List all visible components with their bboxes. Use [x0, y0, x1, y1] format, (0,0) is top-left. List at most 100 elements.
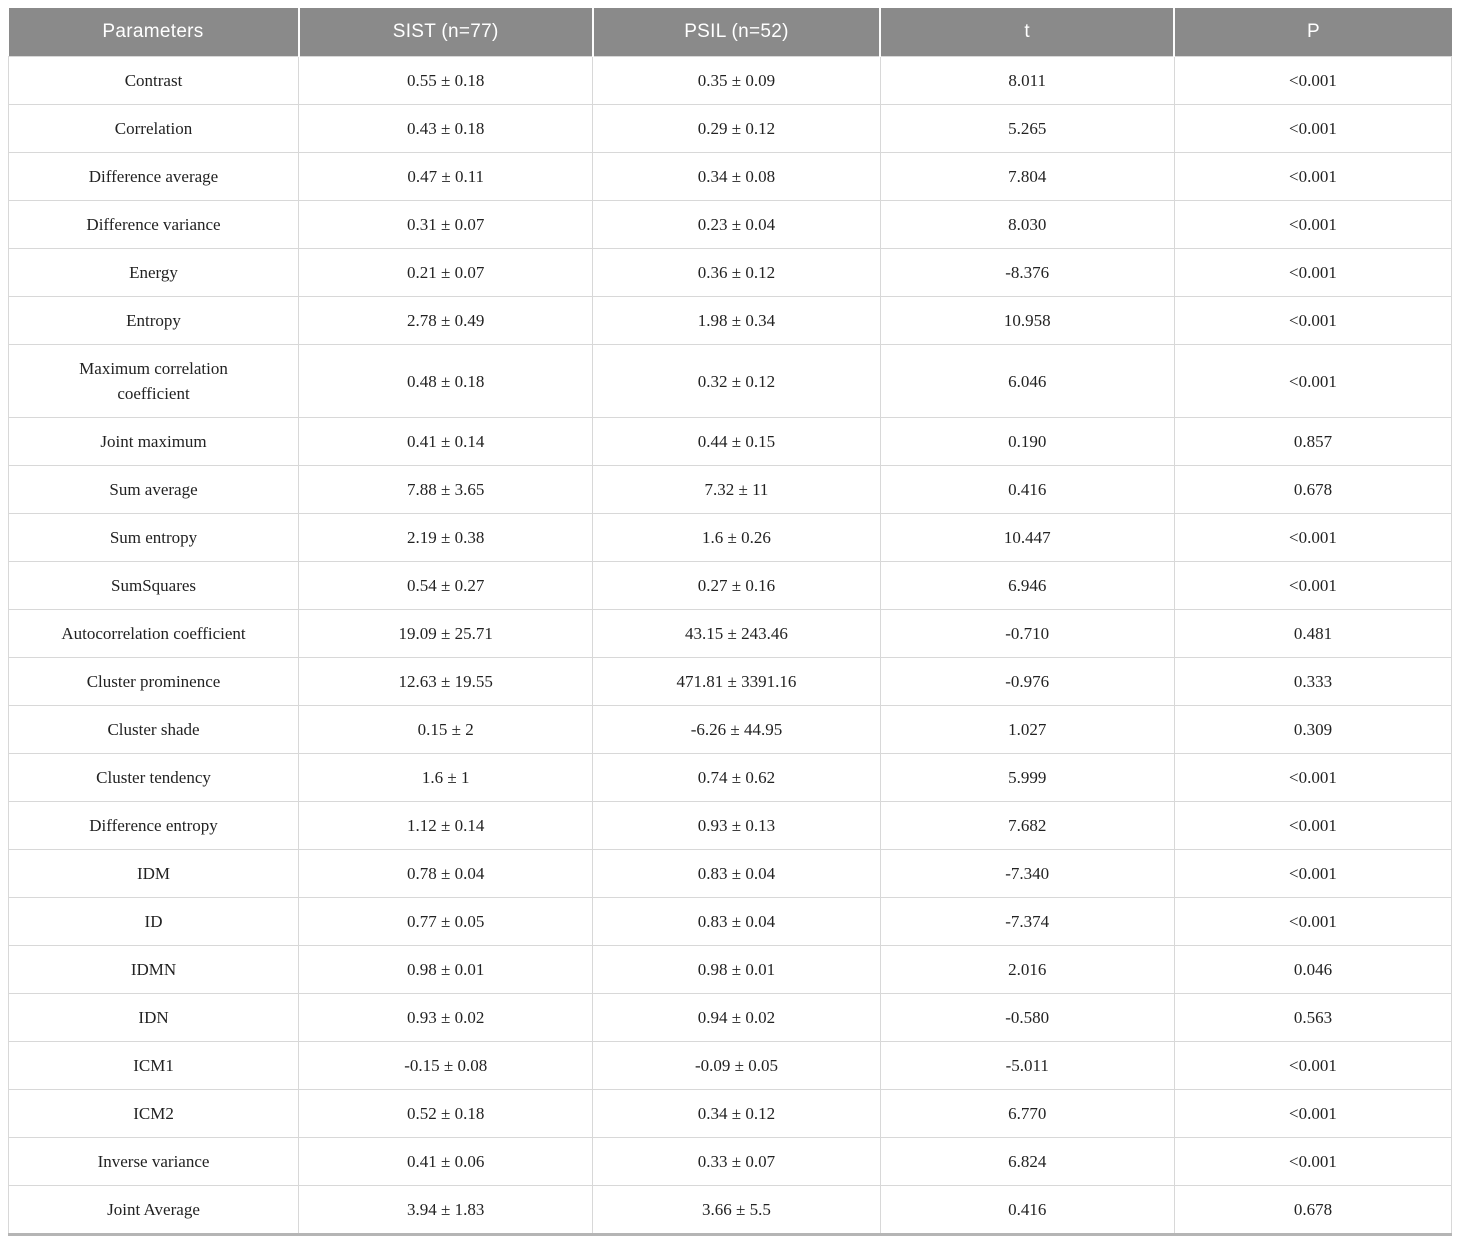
psil-value-cell: 0.83 ± 0.04: [592, 849, 881, 898]
column-header-psil: PSIL (n=52): [591, 8, 881, 57]
parameter-cell: Maximum correlation coefficient: [7, 344, 300, 418]
parameters-comparison-table: Parameters SIST (n=77) PSIL (n=52) t P C…: [7, 8, 1453, 1236]
table-row: ID 0.77 ± 0.05 0.83 ± 0.04 -7.374 <0.001: [7, 897, 1453, 946]
psil-value-cell: 7.32 ± 11: [592, 465, 881, 514]
t-value-cell: 10.447: [879, 513, 1175, 562]
parameter-cell: Joint Average: [7, 1185, 300, 1235]
table-row: Inverse variance 0.41 ± 0.06 0.33 ± 0.07 6.…: [7, 1137, 1453, 1186]
t-value-cell: 6.824: [879, 1137, 1175, 1186]
t-value-cell: 6.946: [879, 561, 1175, 610]
psil-value-cell: 0.44 ± 0.15: [592, 417, 881, 466]
parameter-cell: Contrast: [7, 56, 300, 105]
parameter-cell: IDN: [7, 993, 300, 1042]
t-value-cell: 6.770: [879, 1089, 1175, 1138]
psil-value-cell: 0.74 ± 0.62: [592, 753, 881, 802]
t-value-cell: 0.416: [879, 1185, 1175, 1235]
table-row: Joint Average 3.94 ± 1.83 3.66 ± 5.5 0.416 0…: [7, 1185, 1453, 1235]
t-value-cell: 8.030: [879, 200, 1175, 249]
sist-value-cell: 0.31 ± 0.07: [298, 200, 594, 249]
parameter-cell: Autocorrelation coefficient: [7, 609, 300, 658]
p-value-cell: <0.001: [1173, 1089, 1453, 1138]
p-value-cell: <0.001: [1173, 753, 1453, 802]
parameter-cell: Difference entropy: [7, 801, 300, 850]
psil-value-cell: 0.32 ± 0.12: [592, 344, 881, 418]
t-value-cell: 0.190: [879, 417, 1175, 466]
sist-value-cell: 0.15 ± 2: [298, 705, 594, 754]
table-row: Joint maximum 0.41 ± 0.14 0.44 ± 0.15 0.190…: [7, 417, 1453, 466]
t-value-cell: -7.374: [879, 897, 1175, 946]
t-value-cell: 10.958: [879, 296, 1175, 345]
table-row: Entropy 2.78 ± 0.49 1.98 ± 0.34 10.958 <0.00…: [7, 296, 1453, 345]
t-value-cell: 0.416: [879, 465, 1175, 514]
table-row: Energy 0.21 ± 0.07 0.36 ± 0.12 -8.376 <0.001: [7, 248, 1453, 297]
sist-value-cell: 12.63 ± 19.55: [298, 657, 594, 706]
psil-value-cell: 0.34 ± 0.08: [592, 152, 881, 201]
p-value-cell: <0.001: [1173, 344, 1453, 418]
t-value-cell: 8.011: [879, 56, 1175, 105]
p-value-cell: <0.001: [1173, 248, 1453, 297]
sist-value-cell: 0.47 ± 0.11: [298, 152, 594, 201]
parameter-cell: ICM1: [7, 1041, 300, 1090]
p-value-cell: <0.001: [1173, 104, 1453, 153]
p-value-cell: <0.001: [1173, 152, 1453, 201]
parameter-cell: Joint maximum: [7, 417, 300, 466]
table-header: Parameters SIST (n=77) PSIL (n=52) t P: [8, 8, 1452, 57]
parameter-cell: SumSquares: [7, 561, 300, 610]
psil-value-cell: 471.81 ± 3391.16: [592, 657, 881, 706]
parameter-cell: Sum average: [7, 465, 300, 514]
sist-value-cell: 0.52 ± 0.18: [298, 1089, 594, 1138]
p-value-cell: 0.857: [1173, 417, 1453, 466]
p-value-cell: <0.001: [1173, 200, 1453, 249]
sist-value-cell: 1.12 ± 0.14: [298, 801, 594, 850]
p-value-cell: <0.001: [1173, 801, 1453, 850]
t-value-cell: -8.376: [879, 248, 1175, 297]
table-row: IDM 0.78 ± 0.04 0.83 ± 0.04 -7.340 <0.001: [7, 849, 1453, 898]
sist-value-cell: 2.19 ± 0.38: [298, 513, 594, 562]
t-value-cell: 2.016: [879, 945, 1175, 994]
parameter-cell: IDM: [7, 849, 300, 898]
p-value-cell: 0.046: [1173, 945, 1453, 994]
psil-value-cell: 3.66 ± 5.5: [592, 1185, 881, 1235]
t-value-cell: 5.265: [879, 104, 1175, 153]
parameter-cell: Inverse variance: [7, 1137, 300, 1186]
parameter-cell: Cluster tendency: [7, 753, 300, 802]
sist-value-cell: -0.15 ± 0.08: [298, 1041, 594, 1090]
parameter-cell: Entropy: [7, 296, 300, 345]
table-row: Autocorrelation coefficient 19.09 ± 25.71…: [7, 609, 1453, 658]
sist-value-cell: 0.77 ± 0.05: [298, 897, 594, 946]
p-value-cell: 0.678: [1173, 1185, 1453, 1235]
psil-value-cell: 1.6 ± 0.26: [592, 513, 881, 562]
p-value-cell: <0.001: [1173, 897, 1453, 946]
t-value-cell: -0.710: [879, 609, 1175, 658]
table-row: ICM2 0.52 ± 0.18 0.34 ± 0.12 6.770 <0.001: [7, 1089, 1453, 1138]
psil-value-cell: 0.27 ± 0.16: [592, 561, 881, 610]
parameter-cell: Difference variance: [7, 200, 300, 249]
psil-value-cell: 43.15 ± 243.46: [592, 609, 881, 658]
sist-value-cell: 0.41 ± 0.14: [298, 417, 594, 466]
p-value-cell: <0.001: [1173, 513, 1453, 562]
t-value-cell: 6.046: [879, 344, 1175, 418]
column-header-sist: SIST (n=77): [297, 8, 593, 57]
sist-value-cell: 7.88 ± 3.65: [298, 465, 594, 514]
parameter-cell: IDMN: [7, 945, 300, 994]
sist-value-cell: 0.43 ± 0.18: [298, 104, 594, 153]
sist-value-cell: 0.98 ± 0.01: [298, 945, 594, 994]
table-row: Difference variance 0.31 ± 0.07 0.23 ± 0.0…: [7, 200, 1453, 249]
t-value-cell: -7.340: [879, 849, 1175, 898]
p-value-cell: <0.001: [1173, 561, 1453, 610]
t-value-cell: -5.011: [879, 1041, 1175, 1090]
p-value-cell: <0.001: [1173, 56, 1453, 105]
psil-value-cell: 0.35 ± 0.09: [592, 56, 881, 105]
table-row: Difference entropy 1.12 ± 0.14 0.93 ± 0.13…: [7, 801, 1453, 850]
parameter-cell: Correlation: [7, 104, 300, 153]
table-row: SumSquares 0.54 ± 0.27 0.27 ± 0.16 6.946 <0.…: [7, 561, 1453, 610]
p-value-cell: <0.001: [1173, 296, 1453, 345]
sist-value-cell: 0.21 ± 0.07: [298, 248, 594, 297]
sist-value-cell: 0.41 ± 0.06: [298, 1137, 594, 1186]
sist-value-cell: 2.78 ± 0.49: [298, 296, 594, 345]
parameter-cell: Energy: [7, 248, 300, 297]
parameter-cell: ICM2: [7, 1089, 300, 1138]
t-value-cell: 5.999: [879, 753, 1175, 802]
p-value-cell: 0.333: [1173, 657, 1453, 706]
p-value-cell: 0.309: [1173, 705, 1453, 754]
